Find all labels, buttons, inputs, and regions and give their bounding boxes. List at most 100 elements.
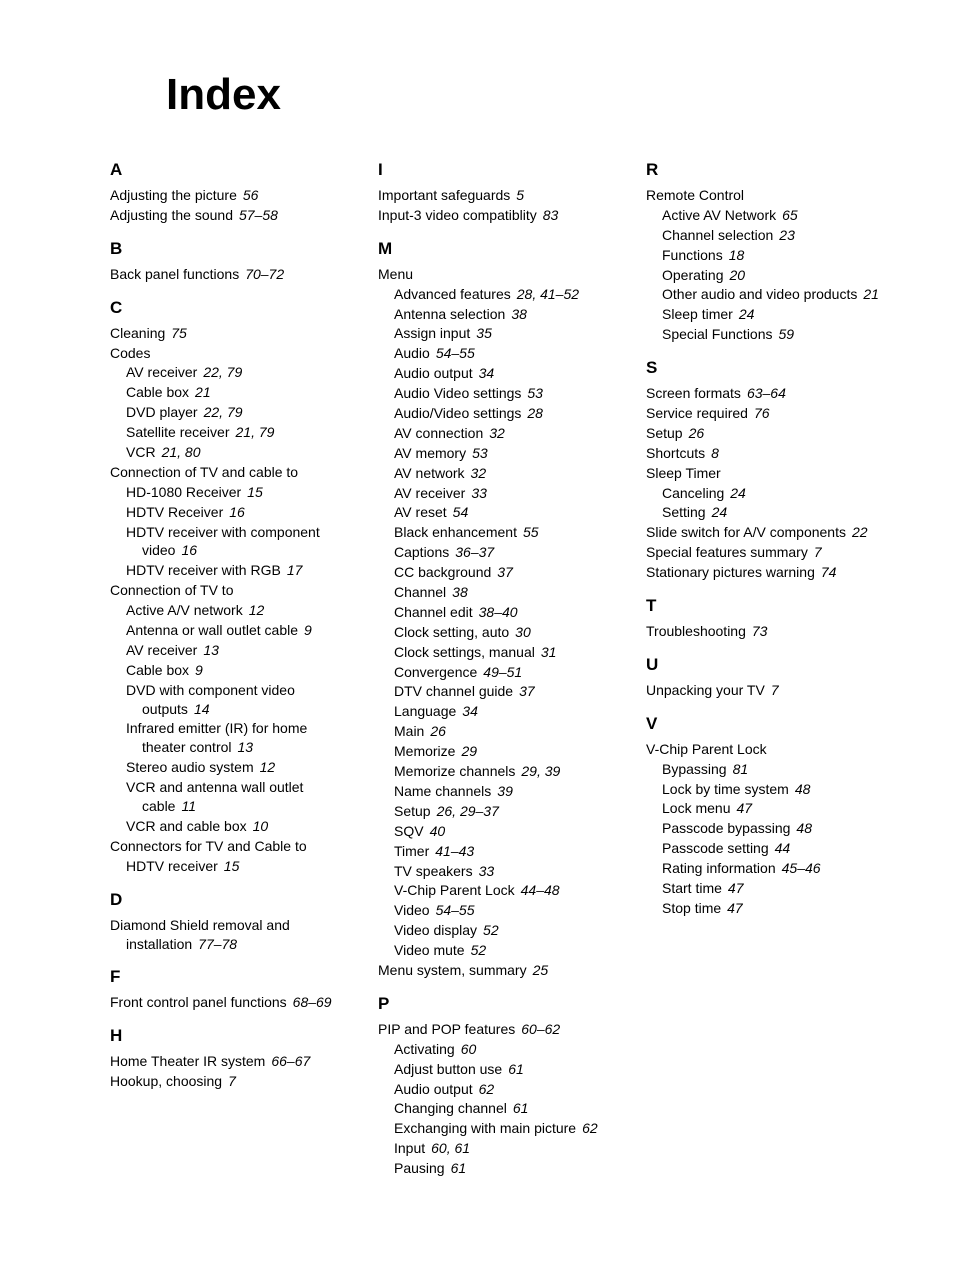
entry-text: Channel selection bbox=[662, 227, 773, 243]
entry-pages: 26, 29–37 bbox=[431, 803, 499, 819]
entry-text: Activating bbox=[394, 1041, 455, 1057]
index-entry: Stationary pictures warning74 bbox=[646, 563, 884, 582]
entry-pages: 81 bbox=[727, 761, 749, 777]
entry-pages: 9 bbox=[298, 622, 312, 638]
entry-pages: 47 bbox=[730, 800, 752, 816]
entry-pages: 74 bbox=[815, 564, 837, 580]
index-entry: Adjusting the sound57–58 bbox=[110, 206, 348, 225]
index-entry: V-Chip Parent Lock44–48 bbox=[378, 881, 616, 900]
index-entry: AV network32 bbox=[378, 464, 616, 483]
section-letter: A bbox=[110, 160, 348, 180]
index-entry: HDTV receiver with RGB17 bbox=[110, 561, 348, 580]
index-entry: Input-3 video compatiblity83 bbox=[378, 206, 616, 225]
index-entry: Assign input35 bbox=[378, 324, 616, 343]
index-entry: Lock by time system48 bbox=[646, 780, 884, 799]
index-entry: Adjust button use61 bbox=[378, 1060, 616, 1079]
entry-pages: 16 bbox=[223, 504, 245, 520]
index-entry: DVD with component video outputs14 bbox=[110, 681, 348, 719]
index-entry: Activating60 bbox=[378, 1040, 616, 1059]
entry-pages: 61 bbox=[507, 1100, 529, 1116]
index-entry: Diamond Shield removal and installation7… bbox=[110, 916, 348, 954]
entry-text: Adjusting the picture bbox=[110, 187, 237, 203]
section-letter: P bbox=[378, 994, 616, 1014]
entry-pages: 38 bbox=[446, 584, 468, 600]
entry-text: AV receiver bbox=[126, 364, 197, 380]
index-entry: Video mute52 bbox=[378, 941, 616, 960]
entry-pages: 47 bbox=[722, 880, 744, 896]
index-entry: DTV channel guide37 bbox=[378, 682, 616, 701]
entry-text: Operating bbox=[662, 267, 723, 283]
entry-pages: 7 bbox=[808, 544, 822, 560]
index-entry: Setting24 bbox=[646, 503, 884, 522]
index-entry: Antenna or wall outlet cable9 bbox=[110, 621, 348, 640]
entry-text: Cleaning bbox=[110, 325, 165, 341]
index-entry: Clock setting, auto30 bbox=[378, 623, 616, 642]
entry-text: Setup bbox=[646, 425, 683, 441]
section-letter: I bbox=[378, 160, 616, 180]
entry-text: PIP and POP features bbox=[378, 1021, 515, 1037]
index-entry: Name channels39 bbox=[378, 782, 616, 801]
entry-text: Functions bbox=[662, 247, 723, 263]
index-section: UUnpacking your TV7 bbox=[646, 655, 884, 700]
section-letter: M bbox=[378, 239, 616, 259]
entry-text: Antenna or wall outlet cable bbox=[126, 622, 298, 638]
entry-text: Input bbox=[394, 1140, 425, 1156]
entry-text: DVD with component video outputs bbox=[126, 682, 295, 717]
index-section: MMenuAdvanced features28, 41–52Antenna s… bbox=[378, 239, 616, 980]
entry-pages: 12 bbox=[243, 602, 265, 618]
index-section: VV-Chip Parent LockBypassing81Lock by ti… bbox=[646, 714, 884, 918]
entry-pages: 39 bbox=[491, 783, 513, 799]
index-entry: Home Theater IR system66–67 bbox=[110, 1052, 348, 1071]
entry-pages: 65 bbox=[776, 207, 798, 223]
index-entry: Sleep timer24 bbox=[646, 305, 884, 324]
entry-text: Start time bbox=[662, 880, 722, 896]
index-entry: Back panel functions70–72 bbox=[110, 265, 348, 284]
index-entry: Stop time47 bbox=[646, 899, 884, 918]
entry-text: DVD player bbox=[126, 404, 198, 420]
index-entry: HDTV receiver15 bbox=[110, 857, 348, 876]
entry-text: AV connection bbox=[394, 425, 483, 441]
entry-pages: 34 bbox=[473, 365, 495, 381]
index-entry: Infrared emitter (IR) for home theater c… bbox=[110, 719, 348, 757]
entry-text: Lock by time system bbox=[662, 781, 789, 797]
entry-text: Unpacking your TV bbox=[646, 682, 765, 698]
entry-pages: 44–48 bbox=[515, 882, 560, 898]
entry-text: Stereo audio system bbox=[126, 759, 254, 775]
index-entry: Shortcuts8 bbox=[646, 444, 884, 463]
entry-pages: 15 bbox=[218, 858, 240, 874]
index-entry: SQV40 bbox=[378, 822, 616, 841]
index-entry: Timer41–43 bbox=[378, 842, 616, 861]
entry-pages: 20 bbox=[723, 267, 745, 283]
entry-pages: 63–64 bbox=[741, 385, 786, 401]
index-entry: Audio54–55 bbox=[378, 344, 616, 363]
entry-text: Special features summary bbox=[646, 544, 808, 560]
entry-text: DTV channel guide bbox=[394, 683, 513, 699]
index-entry: Memorize channels29, 39 bbox=[378, 762, 616, 781]
entry-text: Active A/V network bbox=[126, 602, 243, 618]
index-columns: AAdjusting the picture56Adjusting the so… bbox=[110, 160, 884, 1192]
entry-pages: 7 bbox=[222, 1073, 236, 1089]
entry-pages: 21, 79 bbox=[230, 424, 275, 440]
index-entry: AV memory53 bbox=[378, 444, 616, 463]
entry-text: SQV bbox=[394, 823, 424, 839]
index-entry: Codes bbox=[110, 344, 348, 363]
entry-pages: 28 bbox=[521, 405, 543, 421]
entry-text: VCR bbox=[126, 444, 156, 460]
entry-pages: 53 bbox=[466, 445, 488, 461]
entry-text: HD-1080 Receiver bbox=[126, 484, 241, 500]
entry-pages: 34 bbox=[456, 703, 478, 719]
index-section: CCleaning75CodesAV receiver22, 79Cable b… bbox=[110, 298, 348, 876]
index-entry: Audio Video settings53 bbox=[378, 384, 616, 403]
entry-pages: 48 bbox=[790, 820, 812, 836]
index-entry: DVD player22, 79 bbox=[110, 403, 348, 422]
entry-text: Adjust button use bbox=[394, 1061, 502, 1077]
entry-text: AV receiver bbox=[394, 485, 465, 501]
entry-pages: 22 bbox=[846, 524, 868, 540]
index-entry: Menu bbox=[378, 265, 616, 284]
index-entry: Cable box21 bbox=[110, 383, 348, 402]
entry-text: Other audio and video products bbox=[662, 286, 857, 302]
index-section: FFront control panel functions68–69 bbox=[110, 967, 348, 1012]
entry-text: TV speakers bbox=[394, 863, 473, 879]
index-entry: VCR and antenna wall outlet cable11 bbox=[110, 778, 348, 816]
entry-pages: 13 bbox=[232, 739, 254, 755]
